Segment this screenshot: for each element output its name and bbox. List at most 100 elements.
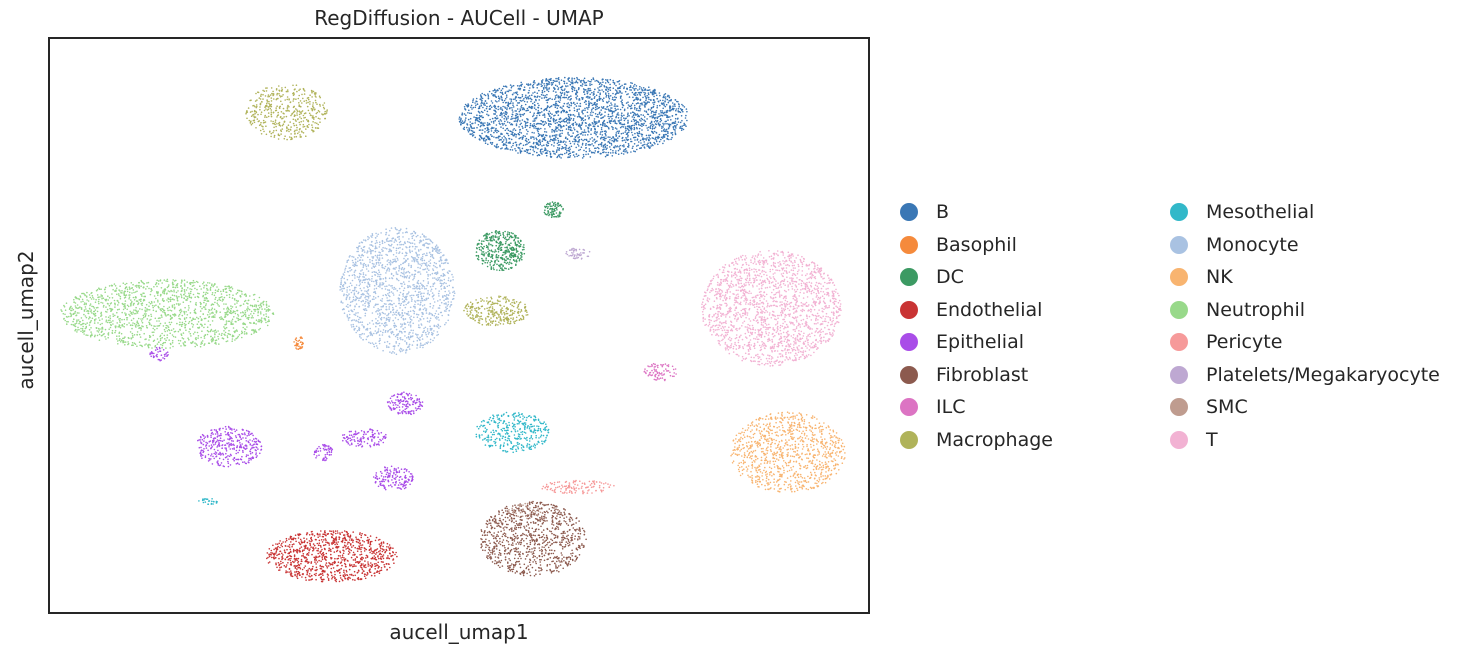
data-point bbox=[476, 103, 479, 105]
data-point bbox=[241, 455, 243, 458]
data-point bbox=[466, 126, 468, 129]
data-point bbox=[493, 145, 496, 147]
data-point bbox=[624, 131, 626, 133]
data-point bbox=[663, 112, 665, 114]
data-point bbox=[228, 426, 230, 429]
data-point bbox=[280, 562, 282, 565]
data-point bbox=[306, 541, 309, 544]
data-point bbox=[413, 401, 415, 404]
data-point bbox=[395, 399, 397, 401]
data-point bbox=[565, 144, 568, 147]
data-point bbox=[623, 117, 625, 119]
data-point bbox=[527, 149, 529, 151]
data-point bbox=[653, 117, 656, 119]
data-point bbox=[411, 410, 413, 412]
data-point bbox=[522, 99, 524, 102]
data-point bbox=[511, 266, 513, 269]
data-point bbox=[487, 94, 490, 97]
data-point bbox=[589, 93, 591, 96]
data-point bbox=[206, 436, 209, 438]
data-point bbox=[504, 120, 506, 123]
data-point bbox=[627, 128, 629, 130]
data-point bbox=[614, 119, 616, 121]
data-point bbox=[567, 131, 569, 134]
data-point bbox=[388, 484, 390, 487]
data-point bbox=[618, 135, 621, 137]
data-point bbox=[391, 395, 393, 398]
data-point bbox=[499, 138, 502, 141]
data-point bbox=[567, 153, 570, 156]
data-point bbox=[510, 138, 513, 141]
data-point bbox=[537, 95, 539, 97]
data-point bbox=[509, 130, 511, 132]
data-point bbox=[324, 570, 326, 572]
data-point bbox=[550, 211, 552, 214]
data-point bbox=[520, 243, 522, 246]
data-point bbox=[394, 474, 397, 476]
data-point bbox=[360, 544, 362, 547]
data-point bbox=[481, 251, 483, 253]
data-point bbox=[334, 570, 336, 573]
data-point bbox=[588, 106, 590, 108]
data-point bbox=[291, 543, 294, 546]
data-point bbox=[562, 105, 565, 107]
data-point bbox=[298, 571, 301, 574]
data-point bbox=[386, 467, 389, 469]
data-point bbox=[595, 115, 598, 118]
data-point bbox=[486, 105, 488, 108]
data-point bbox=[632, 114, 635, 116]
data-point bbox=[652, 99, 655, 102]
data-point bbox=[510, 100, 513, 102]
cluster-point-group bbox=[342, 428, 387, 448]
data-point bbox=[647, 129, 649, 131]
data-point bbox=[606, 147, 608, 149]
data-point bbox=[604, 133, 607, 136]
data-point bbox=[541, 140, 544, 142]
data-point bbox=[499, 232, 501, 235]
data-point bbox=[520, 122, 522, 125]
data-point bbox=[505, 117, 508, 119]
data-point bbox=[639, 85, 641, 88]
data-point bbox=[242, 433, 244, 436]
data-point bbox=[252, 434, 254, 437]
data-point bbox=[533, 123, 535, 125]
data-point bbox=[637, 89, 639, 91]
data-point bbox=[522, 127, 524, 129]
data-point bbox=[369, 568, 371, 570]
data-point bbox=[302, 553, 305, 555]
data-point bbox=[382, 554, 385, 556]
data-point bbox=[395, 404, 397, 406]
data-point bbox=[492, 122, 495, 124]
data-point bbox=[554, 210, 556, 212]
data-point bbox=[545, 78, 548, 80]
data-point bbox=[582, 119, 585, 122]
umap-scatter-plot bbox=[48, 37, 870, 614]
data-point bbox=[632, 87, 634, 89]
data-point bbox=[552, 90, 555, 92]
data-point bbox=[643, 104, 646, 106]
data-point bbox=[572, 82, 574, 85]
data-point bbox=[335, 532, 337, 535]
data-point bbox=[495, 233, 498, 235]
data-point bbox=[235, 452, 237, 455]
data-point bbox=[653, 121, 656, 123]
data-point bbox=[306, 552, 309, 555]
data-point bbox=[327, 565, 330, 567]
data-point bbox=[645, 139, 648, 141]
data-point bbox=[501, 87, 504, 90]
data-point bbox=[318, 542, 321, 544]
data-point bbox=[324, 459, 326, 462]
data-point bbox=[630, 82, 632, 84]
data-point bbox=[479, 118, 482, 121]
data-point bbox=[467, 105, 470, 107]
data-point bbox=[596, 140, 598, 142]
data-point bbox=[366, 539, 368, 542]
data-point bbox=[474, 122, 477, 124]
data-point bbox=[657, 100, 660, 103]
data-point bbox=[650, 145, 652, 147]
data-point bbox=[607, 96, 610, 98]
data-point bbox=[566, 111, 568, 114]
data-point bbox=[327, 445, 330, 448]
data-point bbox=[662, 124, 665, 126]
data-point bbox=[496, 143, 498, 146]
